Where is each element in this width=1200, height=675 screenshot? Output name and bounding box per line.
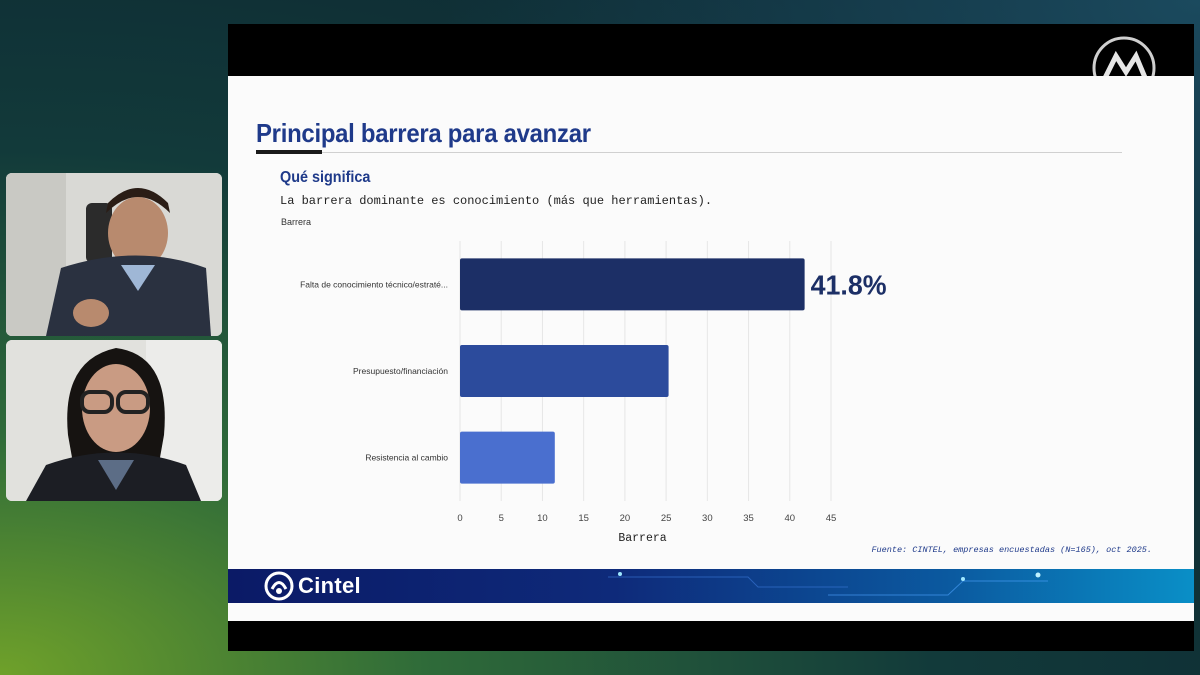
category-label: Resistencia al cambio bbox=[365, 453, 448, 463]
bar bbox=[460, 345, 669, 397]
x-tick-label: 15 bbox=[578, 513, 589, 524]
category-label: Falta de conocimiento técnico/estraté... bbox=[300, 279, 448, 289]
x-axis-title: Barrera bbox=[618, 532, 666, 545]
bar-chart: 0 5 10 15 20 25 30 35 40 45 Falta de conocimiento … bbox=[300, 241, 887, 545]
cintel-logo: Cintel bbox=[264, 571, 361, 601]
x-tick-label: 25 bbox=[661, 513, 672, 524]
circuit-pattern bbox=[608, 572, 1048, 596]
x-tick-label: 35 bbox=[743, 513, 754, 524]
x-tick-label: 45 bbox=[826, 513, 837, 524]
x-tick-label: 40 bbox=[784, 513, 795, 524]
y-axis-title: Barrera bbox=[281, 217, 312, 227]
title-divider bbox=[322, 152, 1122, 153]
bar bbox=[460, 258, 805, 311]
slide-description: La barrera dominante es conocimiento (má… bbox=[280, 194, 713, 208]
presentation-slide: Principal barrera para avanzar Qué signi… bbox=[228, 76, 1194, 621]
slide-footer: Cintel bbox=[228, 569, 1194, 603]
x-tick-label: 0 bbox=[457, 513, 462, 524]
x-tick-label: 10 bbox=[537, 513, 548, 524]
participant-video-2[interactable] bbox=[6, 340, 222, 501]
x-tick-label: 20 bbox=[620, 513, 631, 524]
cintel-logo-text: Cintel bbox=[298, 573, 361, 598]
slide-subtitle: Qué significa bbox=[280, 169, 371, 186]
bar bbox=[460, 431, 555, 484]
slide-title: Principal barrera para avanzar bbox=[256, 118, 591, 148]
cintel-logo-icon bbox=[264, 571, 294, 601]
x-tick-label: 30 bbox=[702, 513, 713, 524]
participant-video-1[interactable] bbox=[6, 173, 222, 336]
source-note: Fuente: CINTEL, empresas encuestadas (N=… bbox=[871, 545, 1152, 555]
data-label: 41.8% bbox=[811, 269, 887, 300]
category-label: Presupuesto/financiación bbox=[353, 366, 448, 376]
x-tick-label: 5 bbox=[499, 513, 504, 524]
title-underline bbox=[256, 150, 322, 154]
